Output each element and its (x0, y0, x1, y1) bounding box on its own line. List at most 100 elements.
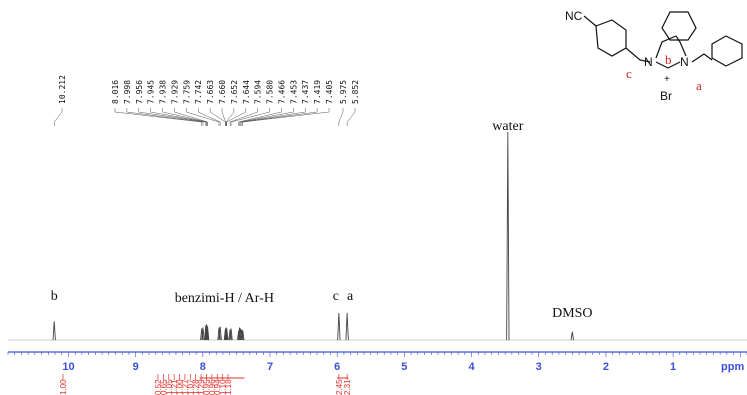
x-axis-tick-labels: 10 9 8 7 6 5 4 3 2 1 (62, 361, 676, 373)
integral-label-14: 1.18 (224, 379, 233, 395)
peak-shift-label-16: 7.453 (289, 80, 298, 104)
x-axis-tick-label-2: 8 (200, 361, 206, 373)
peak-leader-20 (338, 108, 344, 126)
annotation-2: c (333, 289, 339, 304)
structure-label-c: c (626, 66, 632, 81)
imidazolium-left (655, 35, 677, 59)
x-axis-minor-ticks (7, 352, 747, 357)
integral-label-9: 1.29 (197, 379, 206, 395)
peak-leader-13 (229, 108, 258, 126)
cyanophenyl-ring (595, 19, 627, 57)
annotation-1: benzimi-H / Ar-H (175, 291, 274, 306)
peak-leader-7 (186, 108, 220, 126)
nitrile-label: NC (565, 9, 583, 23)
spectrum-peak-6 (205, 326, 210, 341)
bromide-label: Br (660, 89, 672, 103)
integral-labels: 1.00 0.520.651.051.211.001.271.071.281.29… (59, 374, 352, 395)
spectrum-peak-13 (228, 329, 232, 341)
peak-leader-lines (53, 108, 356, 126)
x-axis-tick-label-4: 6 (334, 361, 340, 373)
imidazolium-right (675, 35, 687, 57)
spectrum-peak-22 (506, 131, 510, 341)
peak-leader-11 (225, 108, 235, 126)
chemical-structure: NC N N c b a + Br (565, 9, 743, 103)
spectrum-peak-12 (225, 328, 229, 341)
peak-shift-label-19: 7.405 (325, 80, 334, 104)
annotation-5: DMSO (552, 306, 592, 321)
integral-label-12: 0.94 (213, 379, 222, 395)
integral-label-3: 1.05 (165, 379, 174, 395)
n-right-label: N (680, 55, 689, 69)
peak-shift-label-6: 7.929 (170, 80, 179, 104)
peak-leader-21 (346, 108, 356, 126)
spectrum-peak-7 (217, 327, 221, 341)
annotation-3: a (347, 289, 354, 304)
spectrum-peak-16 (237, 327, 242, 341)
spectrum-peak-2 (201, 327, 205, 341)
peak-shift-label-14: 7.580 (266, 80, 275, 104)
peak-shift-label-7: 7.759 (182, 80, 191, 104)
benzo-ring (661, 11, 697, 41)
x-axis: 10 9 8 7 6 5 4 3 2 1 ppm (7, 351, 747, 373)
spectrum-peak-14 (229, 328, 233, 341)
peak-shift-label-5: 7.938 (159, 80, 168, 104)
nitrile-bond (583, 15, 597, 27)
peak-leader-0 (53, 108, 63, 126)
peak-leader-19 (242, 108, 330, 126)
spectrum-peak-0 (52, 321, 56, 341)
annotation-0: b (51, 289, 58, 304)
imidazolium-bottom (655, 61, 681, 69)
peak-shift-label-20: 5.975 (339, 80, 348, 104)
structure-label-b: b (665, 52, 672, 67)
integral-label-16: 2.31 (343, 379, 352, 395)
peak-leader-16 (239, 108, 294, 126)
peak-leader-17 (240, 108, 306, 126)
peak-shift-label-10: 7.660 (218, 80, 227, 104)
peak-leader-18 (241, 108, 318, 126)
integral-label-10: 0.95 (202, 379, 211, 395)
peak-annotations: b benzimi-H / Ar-H c a water DMSO (51, 119, 593, 321)
spectrum-peak-19 (241, 330, 245, 341)
spectrum-peak-23 (570, 331, 574, 341)
x-axis-tick-label-8: 2 (603, 361, 609, 373)
peak-leader-5 (162, 108, 208, 126)
peak-leader-4 (150, 108, 207, 126)
x-axis-tick-label-7: 3 (536, 361, 542, 373)
peak-leader-1 (114, 108, 203, 126)
peak-shift-labels: 10.212 8.016 7.998 7.956 7.945 7.938 7.929 7.75… (58, 75, 360, 104)
charge-label: + (664, 74, 670, 85)
peak-shift-label-13: 7.594 (254, 80, 263, 104)
ch2-left-bond (625, 47, 651, 63)
peak-leader-9 (209, 108, 226, 126)
integral-label-2: 0.65 (159, 379, 168, 395)
x-axis-tick-label-1: 9 (133, 361, 139, 373)
x-axis-label: ppm (721, 361, 744, 373)
peak-leader-14 (230, 108, 270, 126)
x-axis-tick-label-6: 4 (468, 361, 475, 373)
peak-shift-label-1: 8.016 (111, 80, 120, 104)
peak-shift-label-8: 7.742 (194, 80, 203, 104)
integral-label-7: 1.07 (186, 379, 195, 395)
peak-shift-label-21: 5.852 (351, 80, 360, 104)
x-axis-tick-label-5: 5 (401, 361, 407, 373)
phenyl-ring (711, 35, 743, 67)
spectrum-peak-21 (345, 312, 349, 341)
peak-shift-label-15: 7.466 (277, 80, 286, 104)
integral-label-15: 2.45 (335, 379, 344, 395)
peak-leader-3 (138, 108, 207, 126)
peak-shift-label-0: 10.212 (58, 75, 67, 104)
spectrum-peak-8 (218, 326, 222, 341)
peak-leader-2 (126, 108, 204, 126)
integral-label-6: 1.27 (181, 379, 190, 395)
ch2-right-bond (691, 53, 713, 63)
x-axis-tick-label-9: 1 (670, 361, 676, 373)
peak-shift-label-11: 7.652 (230, 80, 239, 104)
integral-label-11: 0.96 (208, 379, 217, 395)
peak-shift-label-4: 7.945 (147, 80, 156, 104)
peak-shift-label-2: 7.998 (123, 80, 132, 104)
x-axis-tick-label-0: 10 (62, 361, 74, 373)
peak-shift-label-18: 7.419 (313, 80, 322, 104)
n-left-label: N (644, 55, 653, 69)
spectrum-peaks (52, 131, 574, 341)
